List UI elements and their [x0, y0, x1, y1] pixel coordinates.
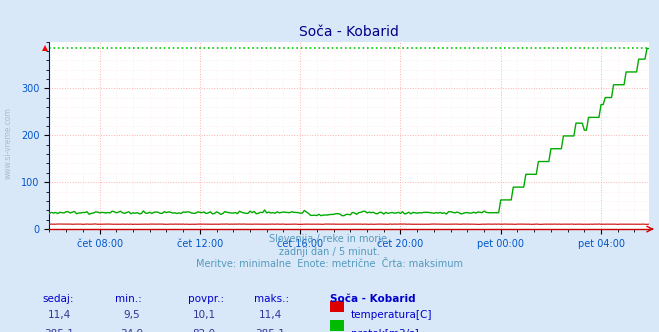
Text: 11,4: 11,4	[258, 310, 282, 320]
Text: Slovenija / reke in morje.: Slovenija / reke in morje.	[269, 234, 390, 244]
Text: povpr.:: povpr.:	[188, 294, 224, 304]
Text: 82,0: 82,0	[192, 329, 216, 332]
Title: Soča - Kobarid: Soča - Kobarid	[299, 25, 399, 39]
Text: maks.:: maks.:	[254, 294, 289, 304]
Text: temperatura[C]: temperatura[C]	[351, 310, 432, 320]
Text: zadnji dan / 5 minut.: zadnji dan / 5 minut.	[279, 247, 380, 257]
Text: 385,1: 385,1	[255, 329, 285, 332]
Text: 9,5: 9,5	[123, 310, 140, 320]
Text: Meritve: minimalne  Enote: metrične  Črta: maksimum: Meritve: minimalne Enote: metrične Črta:…	[196, 259, 463, 269]
Text: pretok[m3/s]: pretok[m3/s]	[351, 329, 418, 332]
Text: www.si-vreme.com: www.si-vreme.com	[4, 107, 13, 179]
Text: Soča - Kobarid: Soča - Kobarid	[330, 294, 415, 304]
Text: 11,4: 11,4	[47, 310, 71, 320]
Text: min.:: min.:	[115, 294, 142, 304]
Text: 10,1: 10,1	[192, 310, 216, 320]
Text: 34,9: 34,9	[120, 329, 144, 332]
Text: 385,1: 385,1	[44, 329, 74, 332]
Text: sedaj:: sedaj:	[43, 294, 74, 304]
